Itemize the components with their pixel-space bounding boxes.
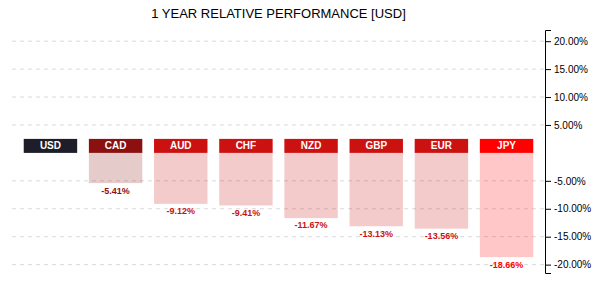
chart-svg: 1 YEAR RELATIVE PERFORMANCE [USD] USD CAD A… <box>0 0 601 283</box>
category-header <box>284 139 337 153</box>
tick: -10.00% <box>545 203 591 214</box>
tick: 15.00% <box>545 64 588 75</box>
data-label: -5.41% <box>101 186 130 196</box>
category-label: AUD <box>170 140 192 151</box>
tick-label: -5.00% <box>554 176 586 187</box>
category-header <box>89 139 142 153</box>
tick-mark <box>545 41 551 42</box>
data-labels: -5.41% -9.12% -9.41% -11.67% -13.13% -13.56% -… <box>101 186 523 270</box>
tick: 10.00% <box>545 92 588 103</box>
grid-line <box>12 69 545 70</box>
tick-label: 5.00% <box>554 120 582 131</box>
tick: -20.00% <box>545 259 591 270</box>
data-label: -11.67% <box>295 220 328 230</box>
category-header <box>24 139 77 153</box>
category-headers: USD CAD AUD CHF NZD GBP EUR JPY <box>24 139 534 153</box>
tick-mark <box>545 209 551 210</box>
data-label: -13.56% <box>425 231 459 241</box>
tick-mark <box>545 181 551 182</box>
tick: 5.00% <box>545 120 582 131</box>
category-header <box>480 139 533 153</box>
tick-mark <box>545 69 551 70</box>
category-label: NZD <box>301 140 322 151</box>
category-label: EUR <box>431 140 453 151</box>
bar <box>284 153 337 218</box>
tick: -15.00% <box>545 231 591 242</box>
grid-line <box>12 97 545 98</box>
data-label: -9.41% <box>232 208 261 218</box>
tick-label: 10.00% <box>554 92 588 103</box>
category-header <box>350 139 403 153</box>
bar <box>415 153 468 229</box>
tick: 20.00% <box>545 36 588 47</box>
plot-area: USD CAD AUD CHF NZD GBP EUR JPY -5.41% -9.12% -9.4… <box>12 31 591 274</box>
category-label: JPY <box>497 140 516 151</box>
tick-mark <box>545 125 551 126</box>
grid-line <box>12 264 545 265</box>
tick-label: -15.00% <box>554 231 591 242</box>
tick: -5.00% <box>545 176 586 187</box>
tick-mark <box>545 97 551 98</box>
bar <box>89 153 142 183</box>
category-header <box>415 139 468 153</box>
tick-label: 15.00% <box>554 64 588 75</box>
tick-label: -10.00% <box>554 203 591 214</box>
data-label: -18.66% <box>490 260 524 270</box>
bar <box>219 153 272 206</box>
bar <box>480 153 533 257</box>
grid-line <box>12 236 545 237</box>
tick-mark <box>545 237 551 238</box>
bar <box>350 153 403 226</box>
data-label: -13.13% <box>359 229 393 239</box>
category-header <box>154 139 207 153</box>
tick-label: -20.00% <box>554 259 591 270</box>
axis-line <box>546 31 552 274</box>
grid-line <box>12 41 545 42</box>
data-label: -9.12% <box>166 206 195 216</box>
grid-line <box>12 124 545 125</box>
chart-container: 1 YEAR RELATIVE PERFORMANCE [USD] USD CAD A… <box>0 0 601 283</box>
y-axis: 20.00% 15.00% 10.00% 5.00% -5.00% -10.00% -15.… <box>545 31 591 274</box>
tick-label: 20.00% <box>554 36 588 47</box>
bars <box>89 153 533 257</box>
category-header <box>219 139 272 153</box>
grid <box>12 41 545 264</box>
category-label: USD <box>40 140 61 151</box>
chart-title: 1 YEAR RELATIVE PERFORMANCE [USD] <box>151 6 406 21</box>
bar <box>154 153 207 204</box>
tick-mark <box>545 265 551 266</box>
category-label: CAD <box>105 140 127 151</box>
category-label: GBP <box>365 140 387 151</box>
category-label: CHF <box>236 140 257 151</box>
